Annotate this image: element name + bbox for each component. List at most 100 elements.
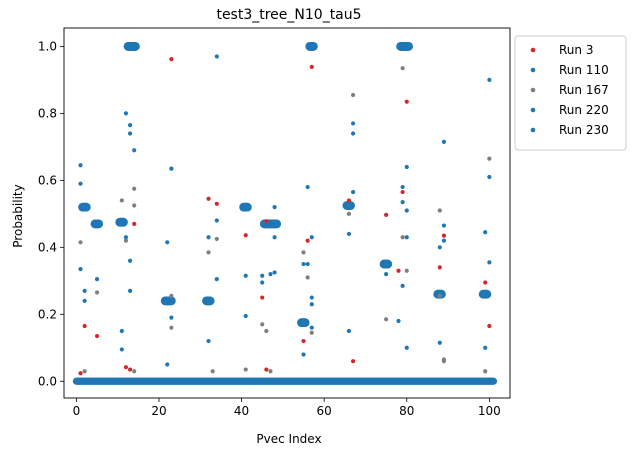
- point-run-110: [305, 184, 310, 190]
- point-run-110: [487, 174, 492, 180]
- point-run-167: [400, 235, 405, 240]
- y-tick-label: 0.4: [38, 240, 57, 254]
- point-run-3: [82, 323, 87, 329]
- point-run-110: [78, 163, 83, 168]
- point-run-3: [301, 338, 306, 344]
- point-run-167: [309, 330, 314, 335]
- point-run-167: [169, 325, 174, 330]
- point-run-167: [206, 250, 211, 255]
- cluster-point-run-220: [346, 201, 355, 210]
- legend-marker: [530, 107, 536, 113]
- point-run-110: [441, 139, 447, 144]
- cluster-point-run-220: [205, 296, 215, 306]
- point-run-110: [82, 298, 87, 303]
- point-run-167: [132, 203, 137, 208]
- point-run-110: [123, 111, 129, 116]
- cluster-point-run-220: [166, 296, 176, 306]
- point-run-110: [346, 231, 352, 237]
- point-run-3: [78, 371, 83, 376]
- point-run-110: [483, 345, 488, 350]
- point-run-110: [301, 352, 306, 357]
- axis-ticks: 0 20 40 60 80 100 0.0 0.2 0.4 0.6 0.8 1.0: [38, 39, 501, 418]
- point-run-110: [441, 223, 447, 228]
- cluster-point-run-220: [119, 217, 128, 227]
- point-run-3: [260, 295, 265, 300]
- point-run-110: [404, 164, 409, 170]
- point-run-167: [210, 369, 215, 374]
- point-run-167: [119, 198, 124, 203]
- x-tick-label: 20: [151, 404, 166, 418]
- cluster-point-run-220: [131, 42, 140, 51]
- point-run-167: [132, 186, 137, 191]
- point-run-110: [78, 181, 83, 186]
- x-tick-label: 60: [317, 404, 332, 418]
- cluster-point-run-220: [242, 202, 252, 212]
- point-run-3: [487, 323, 492, 329]
- point-run-167: [487, 156, 492, 161]
- point-run-3: [264, 219, 269, 224]
- point-run-110: [165, 362, 170, 367]
- point-run-110: [94, 277, 100, 282]
- cluster-point-run-220: [94, 219, 104, 229]
- point-run-110: [82, 288, 87, 293]
- point-run-3: [243, 233, 248, 238]
- point-run-110: [206, 338, 211, 344]
- data-points: [72, 42, 498, 385]
- legend: Run 3 Run 110 Run 167 Run 220 Run 230: [514, 35, 627, 151]
- point-run-167: [82, 369, 87, 374]
- y-axis-label: Probability: [11, 184, 25, 247]
- point-run-167: [214, 236, 219, 242]
- point-run-110: [127, 258, 133, 263]
- point-run-110: [483, 230, 488, 235]
- point-run-3: [305, 238, 310, 243]
- point-run-3: [206, 196, 211, 201]
- point-run-167: [404, 268, 409, 273]
- legend-label: Run 110: [559, 63, 609, 77]
- point-run-167: [400, 66, 405, 71]
- point-run-167: [94, 290, 100, 295]
- point-run-167: [268, 369, 273, 374]
- point-run-110: [487, 77, 492, 83]
- cluster-point-run-220: [383, 259, 393, 269]
- point-run-110: [309, 235, 314, 240]
- point-run-3: [404, 99, 409, 104]
- point-run-110: [350, 121, 356, 126]
- point-run-110: [127, 131, 133, 136]
- point-run-110: [260, 273, 265, 278]
- point-run-110: [127, 288, 133, 293]
- y-tick-label: 0.8: [38, 106, 57, 120]
- cluster-point-run-220: [309, 42, 318, 51]
- cluster-point-run-220: [81, 202, 91, 212]
- legend-label: Run 167: [559, 83, 609, 97]
- point-run-167: [243, 367, 248, 372]
- point-run-110: [396, 318, 401, 324]
- point-run-167: [350, 92, 356, 98]
- point-run-3: [94, 333, 100, 339]
- y-tick-label: 0.6: [38, 173, 57, 187]
- point-run-110: [272, 235, 277, 240]
- point-run-167: [169, 293, 174, 298]
- point-run-167: [305, 275, 310, 280]
- point-run-3: [483, 280, 488, 285]
- point-run-110: [404, 235, 409, 240]
- point-run-110: [400, 200, 405, 205]
- y-tick-label: 0.2: [38, 307, 57, 321]
- point-run-110: [214, 277, 219, 282]
- point-run-110: [272, 270, 277, 275]
- point-run-3: [132, 221, 137, 226]
- x-tick-label: 80: [399, 404, 414, 418]
- cluster-point-run-220: [300, 318, 310, 328]
- point-run-3: [346, 198, 352, 203]
- point-run-110: [437, 340, 442, 345]
- point-run-110: [437, 245, 442, 250]
- point-run-167: [123, 238, 129, 243]
- point-run-167: [260, 322, 265, 327]
- point-run-110: [119, 347, 124, 352]
- point-run-110: [441, 238, 447, 243]
- point-run-110: [169, 166, 174, 171]
- point-run-110: [127, 123, 133, 128]
- legend-marker: [530, 47, 536, 53]
- point-run-110: [400, 283, 405, 288]
- point-run-3: [309, 64, 314, 69]
